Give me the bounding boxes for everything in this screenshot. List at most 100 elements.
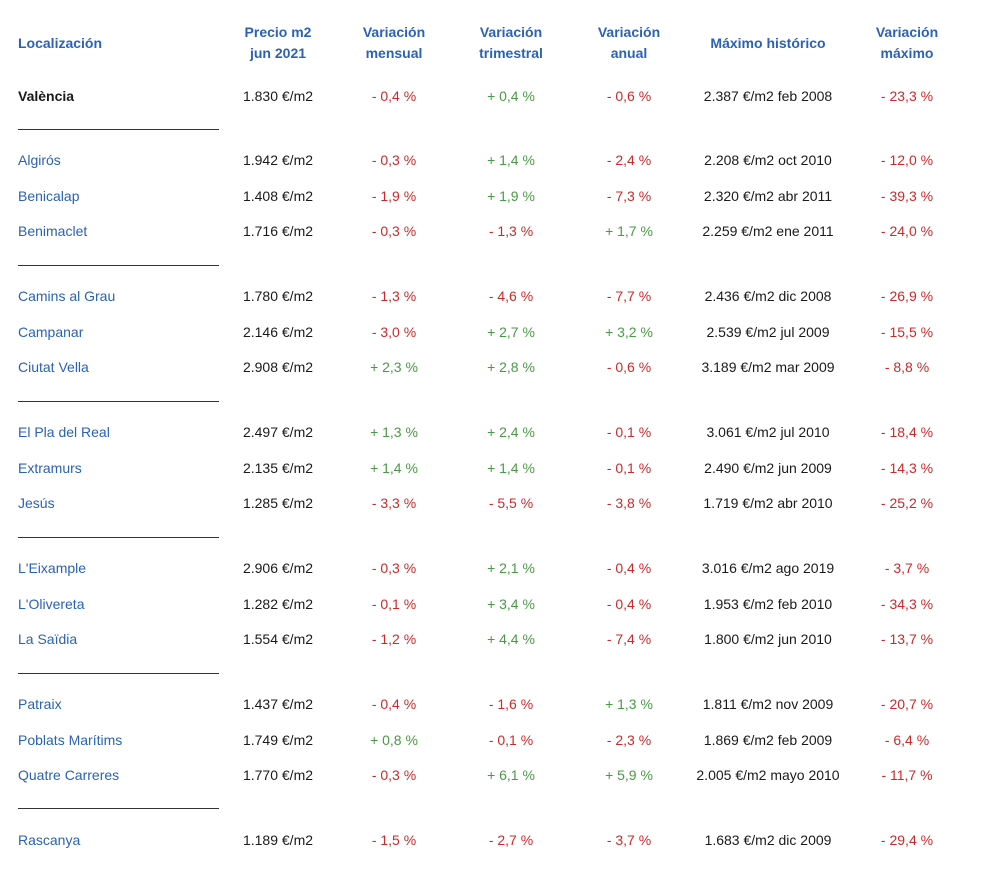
annual-variation-cell: - 0,4 % — [606, 596, 652, 612]
price-cell: 1.770 €/m2 — [242, 767, 314, 783]
max-variation-cell: - 18,4 % — [880, 424, 934, 440]
header-price: Precio m2 jun 2021 — [245, 22, 312, 64]
max-variation-cell: - 15,5 % — [880, 324, 934, 340]
location-cell: El Pla del Real — [18, 424, 110, 440]
price-cell: 2.135 €/m2 — [242, 460, 314, 476]
location-cell: Rascanya — [18, 832, 81, 848]
quarterly-variation-cell: + 2,8 % — [487, 359, 535, 375]
max-variation-cell: - 14,3 % — [880, 460, 934, 476]
table-row: Benimaclet 1.716 €/m2 - 0,3 % - 1,3 % + 1,7 … — [0, 220, 999, 242]
table-row: Ciutat Vella 2.908 €/m2 + 2,3 % + 2,8 % - 0,… — [0, 356, 999, 378]
annual-variation-cell: - 2,3 % — [606, 732, 652, 748]
header-max-var: Variación máximo — [876, 22, 938, 64]
max-variation-cell: - 11,7 % — [881, 767, 933, 783]
quarterly-variation-cell: + 1,4 % — [487, 152, 535, 168]
group-divider — [18, 808, 219, 809]
max-variation-cell: - 29,4 % — [880, 832, 934, 848]
annual-variation-cell: + 3,2 % — [605, 324, 653, 340]
location-cell: L'Olivereta — [18, 596, 85, 612]
table-row: Algirós 1.942 €/m2 - 0,3 % + 1,4 % - 2,4 % 2.… — [0, 149, 999, 171]
historic-max-cell: 2.436 €/m2 dic 2008 — [704, 288, 832, 304]
table-row: Jesús 1.285 €/m2 - 3,3 % - 5,5 % - 3,8 % 1.71… — [0, 492, 999, 514]
max-variation-cell: - 23,3 % — [880, 88, 934, 104]
header-annual-line: anual — [610, 45, 648, 61]
header-monthly-line: Variación — [362, 24, 426, 40]
price-cell: 1.780 €/m2 — [242, 288, 314, 304]
annual-variation-cell: - 0,6 % — [606, 359, 652, 375]
historic-max-cell: 1.719 €/m2 abr 2010 — [703, 495, 833, 511]
monthly-variation-cell: - 0,3 % — [371, 223, 417, 239]
price-cell: 1.716 €/m2 — [242, 223, 314, 239]
table-row: Camins al Grau 1.780 €/m2 - 1,3 % - 4,6 % - … — [0, 285, 999, 307]
quarterly-variation-cell: - 0,1 % — [488, 732, 534, 748]
header-monthly-line: mensual — [365, 45, 423, 61]
location-cell: Camins al Grau — [18, 288, 116, 304]
table-row: L'Eixample 2.906 €/m2 - 0,3 % + 2,1 % - 0,4 … — [0, 557, 999, 579]
monthly-variation-cell: - 1,3 % — [371, 288, 417, 304]
annual-variation-cell: - 3,8 % — [606, 495, 652, 511]
group-divider — [18, 673, 219, 674]
monthly-variation-cell: - 0,3 % — [371, 767, 417, 783]
header-quarterly: Variación trimestral — [479, 22, 543, 64]
group-divider — [18, 537, 219, 538]
annual-variation-cell: - 7,4 % — [606, 631, 652, 647]
historic-max-cell: 1.811 €/m2 nov 2009 — [702, 696, 834, 712]
monthly-variation-cell: + 2,3 % — [370, 359, 418, 375]
price-cell: 1.408 €/m2 — [242, 188, 314, 204]
table-row: L'Olivereta 1.282 €/m2 - 0,1 % + 3,4 % - 0,4… — [0, 593, 999, 615]
header-max-var-line: máximo — [880, 45, 934, 61]
monthly-variation-cell: - 0,3 % — [371, 560, 417, 576]
max-variation-cell: - 26,9 % — [880, 288, 934, 304]
monthly-variation-cell: - 0,4 % — [371, 88, 417, 104]
header-annual-line: Variación — [597, 24, 661, 40]
header-max-line: Máximo histórico — [710, 35, 826, 51]
historic-max-cell: 2.320 €/m2 abr 2011 — [703, 188, 833, 204]
quarterly-variation-cell: + 2,7 % — [487, 324, 535, 340]
location-cell: Benimaclet — [18, 223, 88, 239]
location-cell: Algirós — [18, 152, 61, 168]
annual-variation-cell: + 1,3 % — [605, 696, 653, 712]
group-divider — [18, 265, 219, 266]
price-cell: 1.189 €/m2 — [242, 832, 314, 848]
max-variation-cell: - 34,3 % — [880, 596, 934, 612]
historic-max-cell: 2.208 €/m2 oct 2010 — [704, 152, 832, 168]
header-annual: Variación anual — [598, 22, 660, 64]
monthly-variation-cell: - 0,1 % — [371, 596, 417, 612]
table-row: Quatre Carreres 1.770 €/m2 - 0,3 % + 6,1 % +… — [0, 764, 999, 786]
monthly-variation-cell: - 1,2 % — [371, 631, 417, 647]
annual-variation-cell: - 2,4 % — [606, 152, 652, 168]
price-cell: 1.282 €/m2 — [242, 596, 314, 612]
historic-max-cell: 3.016 €/m2 ago 2019 — [701, 560, 835, 576]
price-cell: 1.554 €/m2 — [242, 631, 314, 647]
historic-max-cell: 1.953 €/m2 feb 2010 — [703, 596, 833, 612]
header-quarterly-line: Variación — [479, 24, 543, 40]
quarterly-variation-cell: + 4,4 % — [487, 631, 535, 647]
historic-max-cell: 1.683 €/m2 dic 2009 — [704, 832, 832, 848]
header-max: Máximo histórico — [710, 33, 825, 54]
annual-variation-cell: - 0,6 % — [606, 88, 652, 104]
monthly-variation-cell: - 1,5 % — [371, 832, 417, 848]
historic-max-cell: 1.869 €/m2 feb 2009 — [703, 732, 833, 748]
header-max-var-line: Variación — [875, 24, 939, 40]
table-row: Rascanya 1.189 €/m2 - 1,5 % - 2,7 % - 3,7 % 1… — [0, 829, 999, 851]
annual-variation-cell: - 0,1 % — [606, 424, 652, 440]
historic-max-cell: 2.490 €/m2 jun 2009 — [704, 460, 832, 476]
location-cell: València — [18, 88, 75, 104]
monthly-variation-cell: - 1,9 % — [371, 188, 417, 204]
location-cell: Poblats Marítims — [18, 732, 123, 748]
annual-variation-cell: - 7,7 % — [606, 288, 652, 304]
historic-max-cell: 3.061 €/m2 jul 2010 — [706, 424, 830, 440]
location-cell: Extramurs — [18, 460, 82, 476]
monthly-variation-cell: - 0,4 % — [371, 696, 417, 712]
header-quarterly-line: trimestral — [479, 45, 543, 61]
price-cell: 2.906 €/m2 — [242, 560, 314, 576]
table-row: Patraix 1.437 €/m2 - 0,4 % - 1,6 % + 1,3 % 1.… — [0, 693, 999, 715]
monthly-variation-cell: - 3,0 % — [371, 324, 417, 340]
max-variation-cell: - 24,0 % — [880, 223, 934, 239]
monthly-variation-cell: + 1,4 % — [370, 460, 418, 476]
location-cell: Benicalap — [18, 188, 80, 204]
table-row: La Saïdia 1.554 €/m2 - 1,2 % + 4,4 % - 7,4 %… — [0, 628, 999, 650]
quarterly-variation-cell: + 1,9 % — [487, 188, 535, 204]
header-location: Localización — [18, 33, 102, 54]
